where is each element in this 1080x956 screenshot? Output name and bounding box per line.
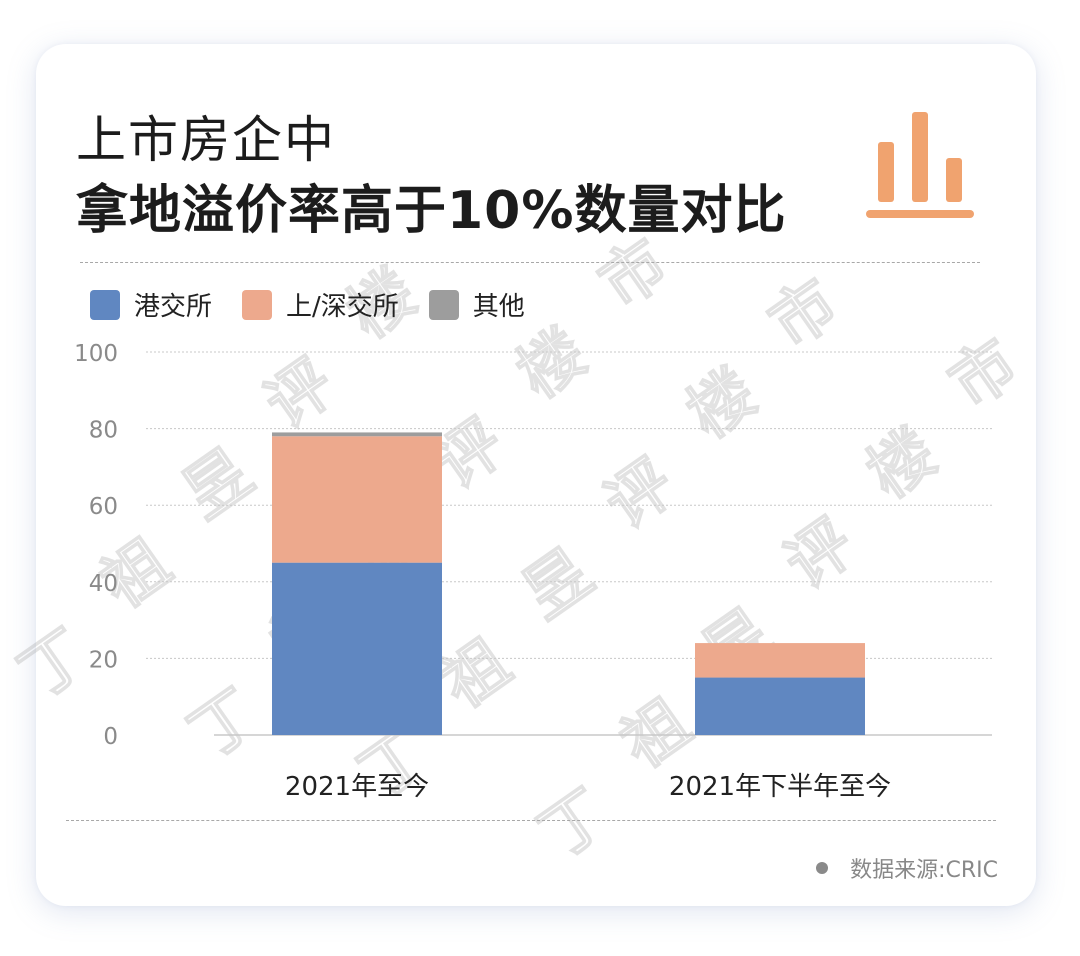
chart-title-line1: 上市房企中 xyxy=(76,111,336,169)
source-dot-icon xyxy=(816,862,829,874)
bar-1-series-0 xyxy=(695,677,865,735)
legend-label-hk: 港交所 xyxy=(134,292,213,322)
bar-1-series-1 xyxy=(695,643,865,678)
bar-chart-icon xyxy=(866,112,974,218)
legend-swatch-other xyxy=(428,289,459,320)
y-tick-label: 20 xyxy=(89,647,118,673)
legend-item-hk: 港交所 xyxy=(90,286,212,323)
x-category-label: 2021年下半年至今 xyxy=(669,772,891,802)
divider-top xyxy=(80,262,980,263)
y-tick-label: 40 xyxy=(89,571,118,597)
divider-bottom xyxy=(66,820,996,821)
bar-0-series-0 xyxy=(272,562,442,735)
y-tick-label: 60 xyxy=(89,494,118,520)
source-text: 数据来源:CRIC xyxy=(850,858,998,883)
y-tick-label: 100 xyxy=(74,341,118,367)
legend-item-sz-sh: 上/深交所 xyxy=(242,286,399,323)
x-category-label: 2021年至今 xyxy=(285,772,429,802)
legend-label-sz-sh: 上/深交所 xyxy=(286,292,399,322)
chart-title-line2: 拿地溢价率高于10%数量对比 xyxy=(76,181,787,241)
y-tick-label: 0 xyxy=(103,724,118,750)
bar-0-series-1 xyxy=(272,436,442,563)
chart-card xyxy=(36,44,1036,906)
legend-swatch-hk xyxy=(90,289,120,320)
bar-0-series-2 xyxy=(272,432,442,437)
legend-swatch-sz-sh xyxy=(242,289,273,320)
legend: 港交所 上/深交所 其他 xyxy=(90,286,555,323)
y-tick-label: 80 xyxy=(89,418,118,444)
source-note: 数据来源:CRIC xyxy=(816,852,998,884)
legend-item-other: 其他 xyxy=(428,286,525,323)
legend-label-other: 其他 xyxy=(472,292,525,322)
